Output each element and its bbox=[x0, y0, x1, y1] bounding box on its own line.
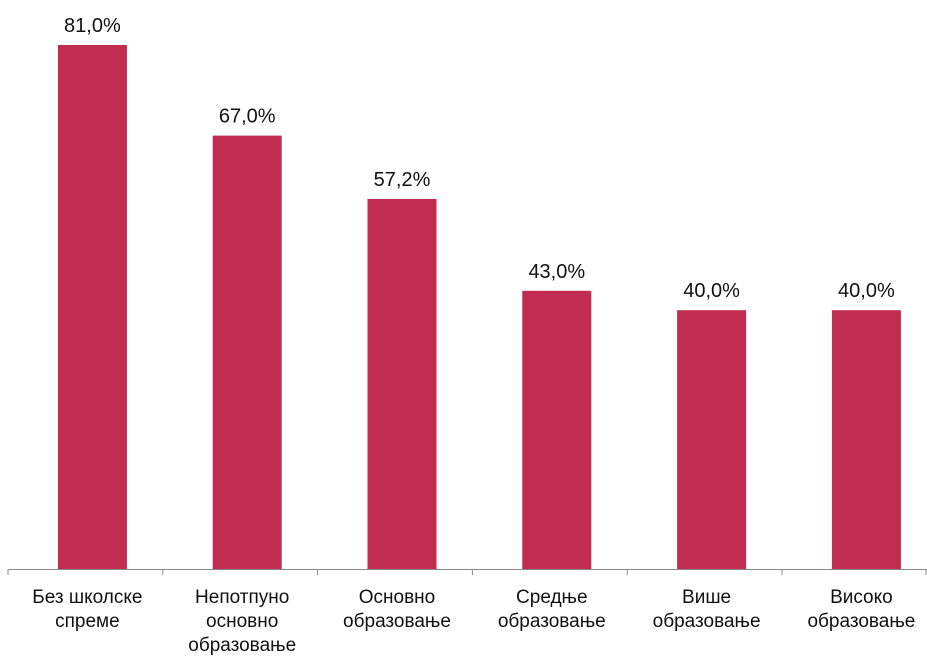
value-labels-layer: 81,0% 67,0% 57,2% 43,0% 40,0% 40,0% bbox=[64, 15, 895, 302]
category-label-0-line-0: Без школске bbox=[32, 587, 142, 608]
category-label-3: Средње образовање bbox=[498, 587, 606, 632]
category-labels-layer: Без школске спреме Непотпуно основно образов… bbox=[32, 587, 915, 656]
category-label-5: Високо образовање bbox=[807, 587, 915, 632]
category-label-5-line-0: Високо bbox=[830, 587, 893, 608]
category-label-4-line-0: Више bbox=[682, 587, 731, 608]
category-label-2-line-0: Основно bbox=[359, 587, 436, 608]
data-label-2: 57,2% bbox=[374, 169, 431, 191]
category-label-3-line-1: образовање bbox=[498, 611, 606, 632]
data-label-5: 40,0% bbox=[838, 280, 895, 302]
category-label-1-line-0: Непотпуно bbox=[195, 587, 289, 608]
category-label-1-line-2: образовање bbox=[188, 635, 296, 656]
category-label-0: Без школске спреме bbox=[32, 587, 142, 632]
data-label-3: 43,0% bbox=[528, 261, 585, 283]
data-label-1: 67,0% bbox=[219, 106, 276, 128]
bars-layer bbox=[57, 45, 901, 569]
x-axis bbox=[7, 569, 927, 575]
bar-2 bbox=[367, 199, 437, 569]
category-label-4: Више образовање bbox=[653, 587, 761, 632]
data-label-0: 81,0% bbox=[64, 15, 121, 37]
bar-4 bbox=[677, 310, 747, 569]
bar-3 bbox=[522, 290, 592, 569]
data-label-4: 40,0% bbox=[683, 280, 740, 302]
bar-5 bbox=[831, 310, 901, 569]
bar-0 bbox=[57, 45, 127, 569]
bar-1 bbox=[212, 135, 282, 569]
category-label-1: Непотпуно основно образовање bbox=[188, 587, 296, 656]
category-label-3-line-0: Средње bbox=[516, 587, 588, 608]
category-label-4-line-1: образовање bbox=[653, 611, 761, 632]
category-label-5-line-1: образовање bbox=[807, 611, 915, 632]
category-label-0-line-1: спреме bbox=[55, 611, 120, 632]
category-label-2-line-1: образовање bbox=[343, 611, 451, 632]
category-label-1-line-1: основно bbox=[206, 611, 278, 632]
category-label-2: Основно образовање bbox=[343, 587, 451, 632]
